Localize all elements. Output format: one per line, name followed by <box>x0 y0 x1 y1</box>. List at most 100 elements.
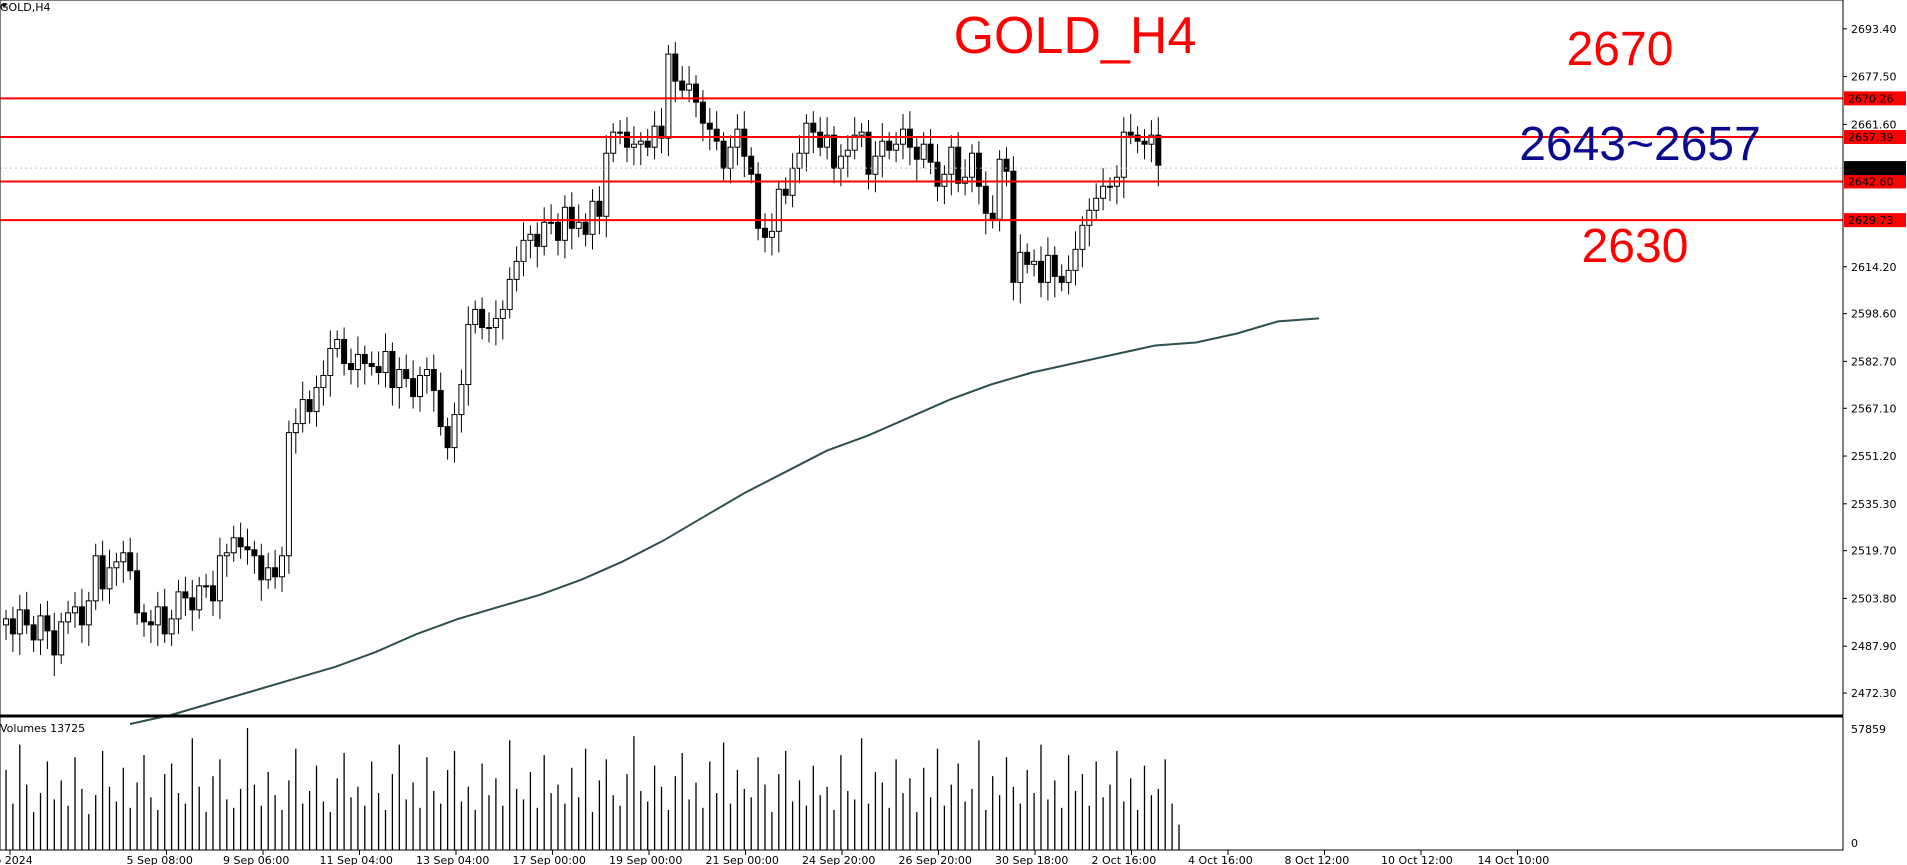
candle-body <box>285 432 292 557</box>
candle-body <box>458 384 465 416</box>
candle-body <box>1051 254 1058 277</box>
candle-body <box>210 585 216 602</box>
candle-body <box>306 399 313 413</box>
candle-body <box>831 134 837 169</box>
candle-body <box>1100 185 1107 199</box>
candle-body <box>582 221 589 235</box>
candle-body <box>982 185 989 214</box>
candle-body <box>141 612 147 623</box>
level-price-label: 2642.60 <box>1848 175 1894 188</box>
candle-body <box>672 53 679 82</box>
collapse-triangle-icon[interactable] <box>1 4 7 8</box>
candle-body <box>327 347 334 377</box>
candle-body <box>913 146 920 160</box>
candle-body <box>817 131 824 148</box>
price-tick-label: 2614.20 <box>1851 261 1897 274</box>
candle-body <box>865 131 872 175</box>
candle-body <box>1072 248 1079 271</box>
time-tick-label: 19 Sep 00:00 <box>609 854 682 865</box>
candle-body <box>568 206 575 229</box>
candle-body <box>941 173 948 187</box>
title-annotation: GOLD_H4 <box>954 7 1197 65</box>
price-tick-label: 2582.70 <box>1851 355 1897 368</box>
candle-body <box>575 221 582 229</box>
candle-body <box>134 570 141 614</box>
candle-body <box>44 615 51 632</box>
candle-body <box>1038 260 1044 283</box>
candle-body <box>113 561 120 569</box>
candle-body <box>610 131 617 154</box>
candle-body <box>499 308 506 319</box>
candle-body <box>1079 224 1086 250</box>
candle-body <box>630 143 637 148</box>
candle-body <box>561 206 568 241</box>
candle-body <box>472 308 479 325</box>
time-tick-label: 24 Sep 20:00 <box>802 854 875 865</box>
candle-body <box>30 624 37 641</box>
time-tick-label: 10 Oct 12:00 <box>1381 854 1453 865</box>
candle-body <box>624 131 630 148</box>
time-tick-label: 9 Sep 06:00 <box>223 854 289 865</box>
candle-body <box>16 609 23 635</box>
candle-body <box>230 537 237 554</box>
candle-body <box>665 53 672 139</box>
time-tick-label: 13 Sep 04:00 <box>416 854 489 865</box>
candle-body <box>782 188 789 196</box>
time-tick-label: 11 Sep 04:00 <box>320 854 393 865</box>
candle-body <box>72 606 78 614</box>
price-tick-label: 2487.90 <box>1851 640 1897 653</box>
candle-body <box>279 555 285 578</box>
candle-body <box>679 80 686 91</box>
candle-body <box>389 350 396 389</box>
candle-body <box>755 173 762 229</box>
candle-body <box>748 155 755 175</box>
candle-body <box>803 122 810 154</box>
candle-body <box>203 585 210 588</box>
level-price-label: 2670.26 <box>1848 92 1894 105</box>
candle-body <box>969 152 975 178</box>
price-panel-frame <box>0 0 1844 716</box>
candle-body <box>934 161 941 187</box>
time-tick-label: 14 Oct 10:00 <box>1478 854 1550 865</box>
candle-body <box>65 612 72 623</box>
candle-body <box>1155 134 1162 166</box>
candle-body <box>251 549 258 557</box>
candle-body <box>92 555 99 602</box>
candle-body <box>120 552 127 563</box>
candle-body <box>465 323 472 386</box>
candle-body <box>258 555 265 581</box>
level-price-label: 2657.39 <box>1848 131 1894 144</box>
candle-body <box>603 152 610 217</box>
volume-min-label: 0 <box>1851 837 1858 850</box>
candle-body <box>541 221 548 247</box>
candle-body <box>1065 269 1072 283</box>
time-tick-label: 4 Oct 16:00 <box>1188 854 1253 865</box>
candle-body <box>292 423 299 434</box>
candle-body <box>520 239 527 262</box>
candle-body <box>975 152 982 187</box>
price-tick-label: 2567.10 <box>1851 402 1897 415</box>
candle-body <box>161 606 168 635</box>
candle-body <box>962 176 969 184</box>
candle-body <box>886 140 893 151</box>
candle-body <box>486 326 492 329</box>
candle-body <box>872 155 879 175</box>
candle-body <box>147 621 154 626</box>
candle-body <box>837 155 844 169</box>
candle-body <box>244 546 251 551</box>
candle-body <box>265 567 272 581</box>
candle-body <box>589 200 596 235</box>
candle-body <box>810 122 817 133</box>
level-price-badge <box>1844 91 1906 106</box>
candle-body <box>548 221 555 224</box>
candle-body <box>1127 131 1134 136</box>
candle-body <box>851 134 858 151</box>
candle-body <box>272 567 279 578</box>
candle-body <box>361 353 368 365</box>
time-tick-label: 26 Sep 20:00 <box>899 854 972 865</box>
candle-body <box>1141 140 1148 145</box>
candle-body <box>734 128 741 148</box>
candle-body <box>196 585 203 611</box>
candle-body <box>9 618 16 635</box>
